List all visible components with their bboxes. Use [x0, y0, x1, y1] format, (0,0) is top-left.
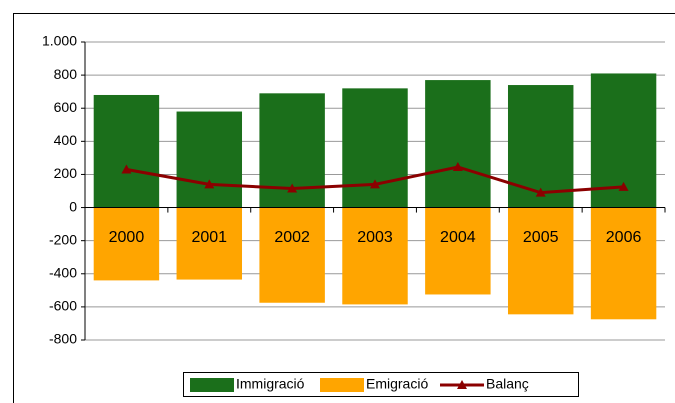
y-tick-label: -600: [49, 298, 77, 314]
marker: [618, 181, 629, 191]
bar: [176, 207, 243, 280]
x-tick-label: 2004: [440, 229, 476, 246]
marker: [535, 187, 546, 197]
y-tick-label: 400: [54, 132, 78, 148]
bar: [93, 94, 160, 208]
y-tick-label: -800: [49, 331, 77, 347]
marker: [204, 179, 215, 189]
legend-swatch: [320, 378, 364, 392]
y-tick-label: -400: [49, 264, 77, 280]
bar: [590, 207, 657, 320]
bar: [176, 111, 243, 208]
x-tick-label: 2006: [606, 229, 642, 246]
legend-label: Emigració: [366, 376, 428, 392]
legend-label: Balanç: [486, 376, 529, 392]
bar: [507, 207, 574, 315]
y-tick-label: 200: [54, 165, 78, 181]
x-tick-label: 2000: [109, 229, 145, 246]
marker: [121, 164, 132, 174]
y-tick-label: -200: [49, 231, 77, 247]
marker: [370, 179, 380, 189]
legend-box: [183, 372, 579, 397]
legend-swatch: [190, 378, 234, 392]
y-tick-label: 1.000: [42, 33, 77, 49]
legend-marker: [457, 380, 467, 389]
x-tick-label: 2003: [357, 229, 393, 246]
bar: [425, 207, 491, 295]
x-tick-label: 2005: [523, 229, 559, 246]
bar: [342, 88, 408, 208]
bar: [425, 80, 491, 208]
bar: [342, 207, 408, 305]
x-tick-label: 2001: [191, 229, 227, 246]
y-tick-label: 800: [54, 66, 78, 82]
legend-label: Immigració: [236, 376, 305, 392]
x-tick-label: 2002: [274, 229, 310, 246]
y-tick-label: 600: [54, 99, 78, 115]
bar: [93, 207, 160, 281]
marker: [287, 183, 298, 193]
y-tick-label: 0: [69, 198, 77, 214]
bar: [259, 207, 325, 303]
marker: [452, 161, 463, 171]
